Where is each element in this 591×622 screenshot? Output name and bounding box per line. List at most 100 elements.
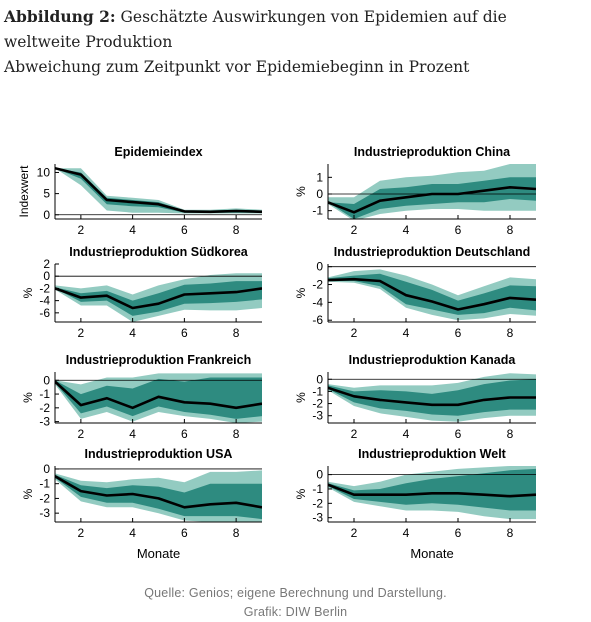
x-tick-label: 6 [455, 427, 462, 441]
panel-title: Industrieproduktion Welt [358, 447, 507, 461]
panel-title: Industrieproduktion Südkorea [69, 245, 249, 259]
x-tick-label: 4 [129, 223, 136, 237]
y-axis-label: % [294, 392, 308, 403]
panel-title: Industrieproduktion China [354, 145, 511, 159]
source-note: Quelle: Genios; eigene Berechnung und Da… [144, 586, 447, 600]
x-tick-label: 6 [181, 326, 188, 340]
y-tick-label: -1 [39, 477, 50, 491]
median-line [55, 166, 262, 214]
y-tick-label: 0 [43, 373, 50, 387]
y-axis-label: % [294, 488, 308, 499]
y-tick-label: -2 [312, 397, 323, 411]
x-axis-label: Monate [137, 546, 180, 561]
x-tick-label: 8 [233, 427, 240, 441]
credit-note: Grafik: DIW Berlin [243, 605, 348, 619]
x-tick-label: 4 [129, 427, 136, 441]
x-tick-label: 8 [507, 326, 514, 340]
x-tick-label: 4 [403, 223, 410, 237]
y-tick-label: -1 [312, 204, 323, 218]
x-tick-label: 4 [403, 526, 410, 540]
x-tick-label: 2 [351, 326, 358, 340]
x-tick-label: 6 [181, 427, 188, 441]
inner-band [55, 281, 262, 316]
y-tick-label: 5 [43, 187, 50, 201]
x-tick-label: 2 [351, 223, 358, 237]
x-tick-label: 8 [233, 223, 240, 237]
y-tick-label: -3 [312, 409, 323, 423]
x-tick-label: 2 [78, 427, 85, 441]
y-tick-label: -6 [312, 313, 323, 327]
median-line [55, 380, 262, 410]
figure-subtitle: Abweichung zum Zeitpunkt vor Epidemiebeg… [4, 58, 470, 76]
figure-title: Geschätzte Auswirkungen von Epidemien au… [4, 8, 507, 51]
panel-title: Epidemieindex [114, 145, 202, 159]
x-axis-label: Monate [410, 546, 453, 561]
figure-label: Abbildung 2: [4, 7, 116, 26]
x-tick-label: 4 [129, 326, 136, 340]
y-tick-label: 0 [316, 260, 323, 274]
y-tick-label: 0 [316, 372, 323, 386]
inner-band [328, 468, 536, 511]
x-tick-label: 8 [507, 223, 514, 237]
y-tick-label: 0 [43, 269, 50, 283]
x-tick-label: 6 [181, 526, 188, 540]
inner-band [55, 474, 262, 520]
figure-caption: Abbildung 2: Geschätzte Auswirkungen von… [4, 4, 584, 80]
y-tick-label: 0 [43, 208, 50, 222]
y-tick-label: -4 [312, 295, 323, 309]
y-tick-label: -1 [39, 387, 50, 401]
y-tick-label: -1 [312, 384, 323, 398]
median-line [328, 483, 536, 498]
y-tick-label: -3 [39, 415, 50, 429]
y-axis-label: % [21, 392, 35, 403]
median-line [328, 277, 536, 311]
x-tick-label: 8 [507, 427, 514, 441]
y-tick-label: 0 [43, 462, 50, 476]
x-tick-label: 4 [403, 326, 410, 340]
inner-band [55, 168, 262, 213]
x-tick-label: 2 [78, 326, 85, 340]
y-tick-label: 2 [43, 257, 50, 271]
x-tick-label: 2 [351, 427, 358, 441]
y-tick-label: -2 [39, 491, 50, 505]
x-tick-label: 6 [455, 223, 462, 237]
x-tick-label: 2 [78, 223, 85, 237]
panel-title: Industrieproduktion Kanada [349, 353, 517, 367]
x-tick-label: 2 [351, 526, 358, 540]
x-tick-label: 2 [78, 526, 85, 540]
y-axis-label: % [21, 287, 35, 298]
y-tick-label: 1 [316, 170, 323, 184]
median-line [55, 287, 262, 310]
x-tick-label: 6 [455, 326, 462, 340]
inner-band [328, 177, 536, 219]
y-tick-label: -3 [312, 511, 323, 525]
y-tick-label: -1 [312, 482, 323, 496]
x-tick-label: 8 [233, 526, 240, 540]
x-tick-label: 8 [507, 526, 514, 540]
y-axis-label: Indexwert [17, 165, 31, 218]
y-tick-label: -2 [39, 281, 50, 295]
inner-band [328, 379, 536, 416]
x-tick-label: 4 [403, 427, 410, 441]
median-line [328, 386, 536, 407]
y-tick-label: -3 [39, 506, 50, 520]
y-tick-label: 10 [37, 165, 51, 179]
y-tick-label: 0 [316, 187, 323, 201]
y-tick-label: -6 [39, 306, 50, 320]
y-tick-label: 0 [316, 468, 323, 482]
y-axis-label: % [21, 488, 35, 499]
x-tick-label: 4 [129, 526, 136, 540]
y-tick-label: -2 [312, 278, 323, 292]
panel-title: Industrieproduktion Frankreich [66, 353, 251, 367]
x-tick-label: 6 [455, 526, 462, 540]
y-tick-label: -4 [39, 294, 50, 308]
y-tick-label: -2 [312, 496, 323, 510]
y-axis-label: % [294, 287, 308, 298]
x-tick-label: 8 [233, 326, 240, 340]
panel-title: Industrieproduktion Deutschland [334, 245, 531, 259]
panel-title: Industrieproduktion USA [85, 447, 233, 461]
median-line [55, 475, 262, 509]
median-line [328, 186, 536, 214]
y-tick-label: -2 [39, 401, 50, 415]
